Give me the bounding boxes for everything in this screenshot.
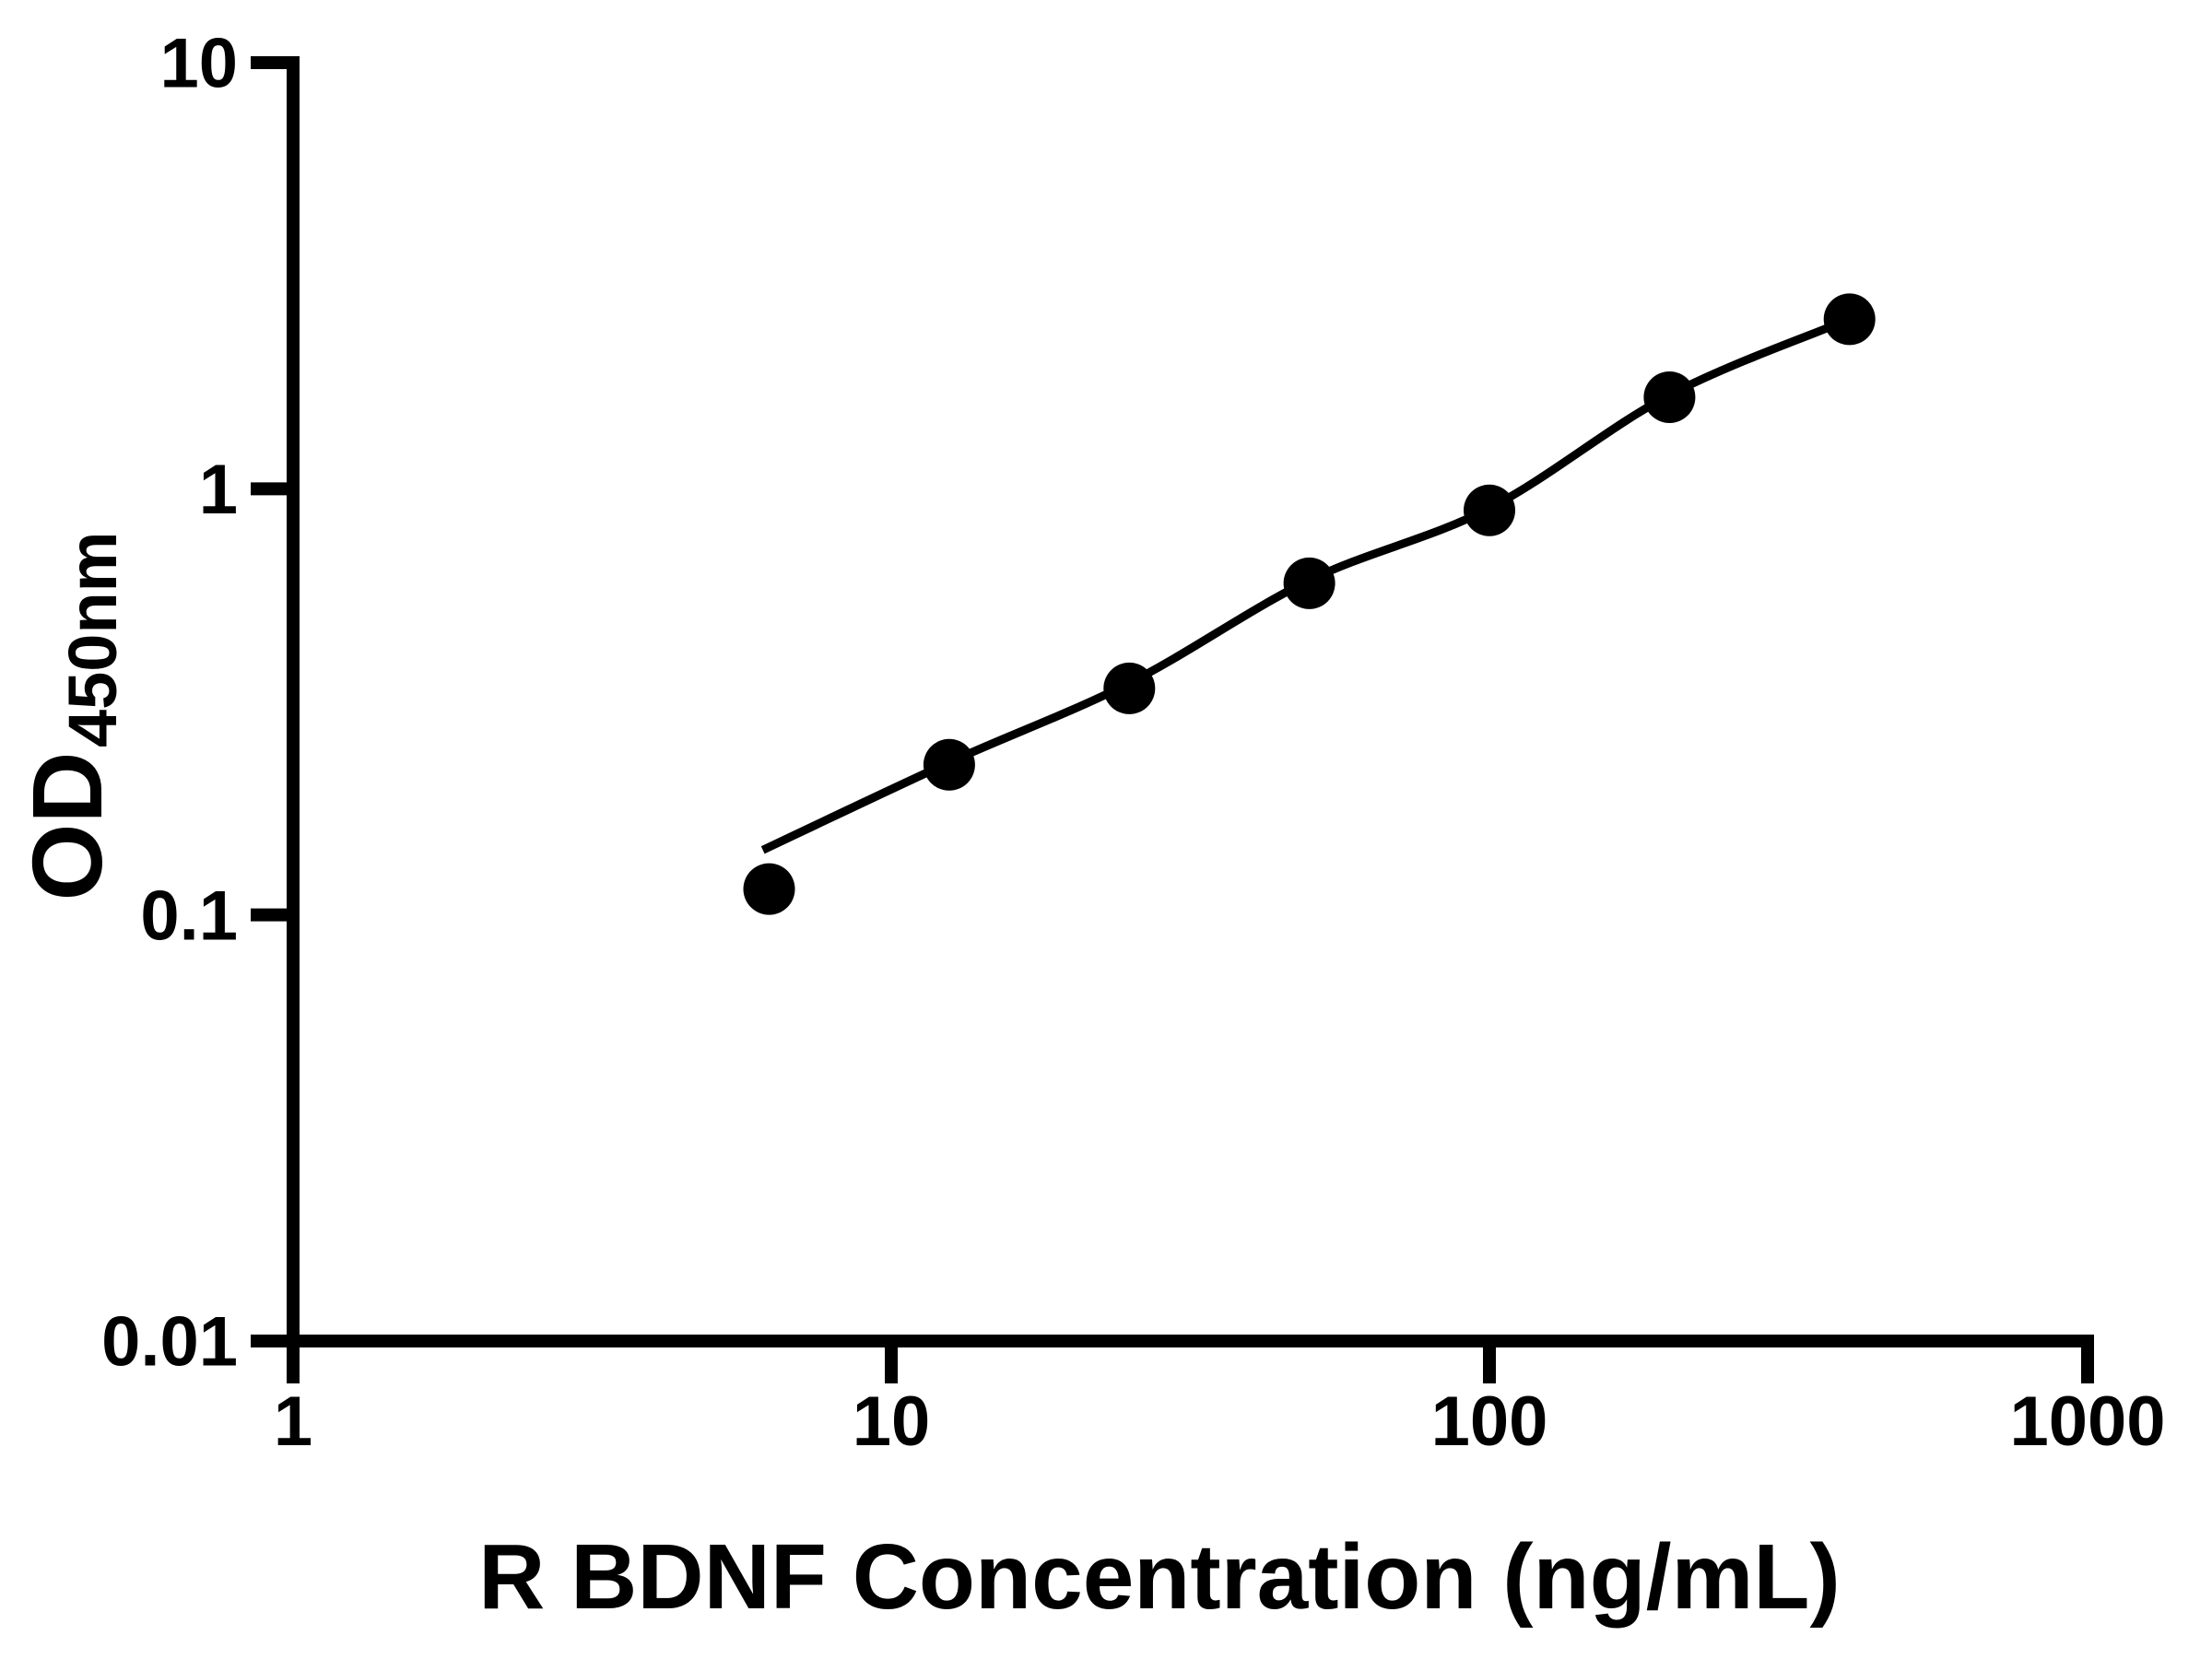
y-tick-labels: 0.01 0.1 1 10 xyxy=(101,25,238,1382)
y-axis-title-main: OD xyxy=(11,751,123,900)
y-tick-label: 1 xyxy=(199,451,238,529)
x-tick-label: 100 xyxy=(1431,1382,1548,1461)
y-axis-title: OD 450nm xyxy=(11,532,131,901)
axis-lines xyxy=(287,56,2094,1347)
data-point-marker xyxy=(1283,557,1335,609)
data-point-marker xyxy=(923,738,975,791)
x-tick-label: 1000 xyxy=(2009,1382,2165,1461)
x-axis-ticks xyxy=(287,1341,2094,1383)
data-point-marker xyxy=(1823,293,1876,346)
data-point-marker xyxy=(1643,371,1696,423)
y-tick-label: 0.1 xyxy=(140,877,238,955)
x-tick-labels: 1 10 100 1000 xyxy=(274,1382,2166,1461)
data-points xyxy=(743,293,1876,915)
data-point-marker xyxy=(1464,484,1515,536)
y-tick-label: 10 xyxy=(159,25,238,103)
data-point-marker xyxy=(743,863,795,915)
y-tick-label: 0.01 xyxy=(101,1303,238,1382)
data-point-marker xyxy=(1103,662,1156,714)
x-tick-label: 10 xyxy=(853,1382,931,1461)
x-tick-label: 1 xyxy=(274,1382,312,1461)
y-axis-title-subscript: 450nm xyxy=(54,532,131,747)
y-axis-ticks xyxy=(251,56,293,1347)
x-axis-title: R BDNF Concentration (ng/mL) xyxy=(478,1525,1841,1629)
